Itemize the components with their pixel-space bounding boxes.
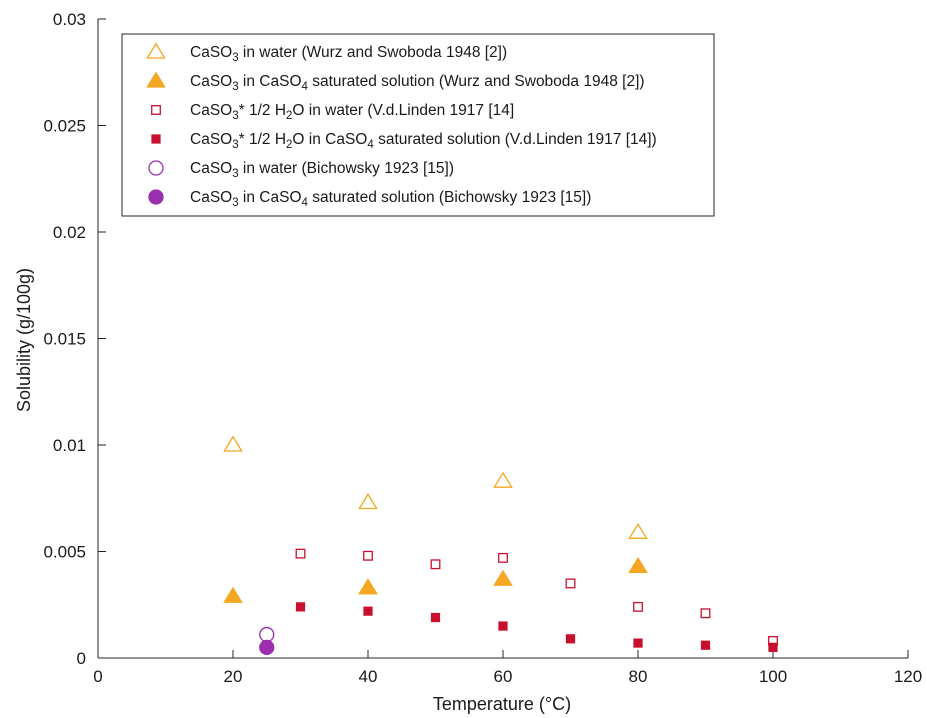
- legend: CaSO3 in water (Wurz and Swoboda 1948 [2…: [121, 33, 715, 217]
- data-point: [565, 578, 576, 589]
- y-tick-label: 0.005: [43, 543, 86, 562]
- legend-entry: CaSO3 in water (Wurz and Swoboda 1948 [2…: [146, 42, 507, 64]
- legend-entry: CaSO3* 1/2 H2O in water (V.d.Linden 1917…: [151, 102, 514, 122]
- legend-marker: [151, 105, 161, 115]
- series-6: [259, 639, 275, 655]
- y-tick-label: 0.015: [43, 330, 86, 349]
- data-point: [259, 639, 275, 655]
- axes: 0 20 40 60 80 100 120 0 0.005 0.01 0.015 0.02 0.025 0…: [43, 10, 922, 686]
- data-point: [358, 578, 378, 595]
- data-point: [363, 550, 373, 561]
- data-point: [498, 552, 508, 563]
- series-4: [295, 602, 778, 652]
- x-tick-label: 60: [494, 667, 513, 686]
- data-point: [493, 569, 513, 586]
- data-point: [498, 621, 508, 631]
- series-1: [223, 435, 648, 539]
- data-point: [633, 638, 643, 648]
- data-point: [430, 559, 441, 570]
- legend-label: CaSO3 in water (Bichowsky 1923 [15]): [190, 160, 454, 180]
- data-point: [223, 586, 243, 603]
- data-point: [565, 634, 576, 644]
- x-tick-label: 120: [894, 667, 922, 686]
- legend-box: [121, 33, 715, 217]
- legend-label: CaSO3 in water (Wurz and Swoboda 1948 [2…: [190, 44, 507, 64]
- legend-label: CaSO3* 1/2 H2O in water (V.d.Linden 1917…: [190, 102, 514, 122]
- legend-label: CaSO3 in CaSO4 saturated solution (Wurz …: [190, 73, 645, 93]
- data-point: [363, 606, 373, 616]
- data-point: [628, 556, 648, 574]
- legend-entry: CaSO3 in CaSO4 saturated solution (Wurz …: [146, 71, 645, 93]
- y-tick-label: 0.03: [53, 10, 86, 29]
- legend-marker: [146, 71, 166, 88]
- legend-marker: [151, 134, 161, 144]
- y-tick-label: 0.025: [43, 117, 86, 136]
- x-tick-label: 100: [759, 667, 787, 686]
- x-tick-label: 80: [629, 667, 648, 686]
- data-point: [259, 626, 275, 643]
- data-point: [358, 493, 378, 510]
- series-5: [259, 626, 275, 643]
- series-2: [223, 556, 648, 603]
- legend-marker: [148, 160, 164, 176]
- y-tick-label: 0: [77, 649, 86, 668]
- legend-marker: [146, 42, 166, 59]
- legend-entry: CaSO3 in water (Bichowsky 1923 [15]): [148, 160, 454, 180]
- data-point: [700, 640, 711, 650]
- data-point: [295, 602, 306, 612]
- x-axis-label: Temperature (°C): [433, 694, 571, 714]
- data-point: [295, 548, 306, 559]
- data-marks: [223, 435, 778, 655]
- y-tick-label: 0.01: [53, 436, 86, 455]
- legend-marker: [148, 189, 164, 205]
- legend-entry: CaSO3 in CaSO4 saturated solution (Bicho…: [148, 189, 591, 209]
- legend-label: CaSO3* 1/2 H2O in CaSO4 saturated soluti…: [190, 131, 657, 151]
- x-tick-label: 40: [359, 667, 378, 686]
- legend-entry: CaSO3* 1/2 H2O in CaSO4 saturated soluti…: [151, 131, 657, 151]
- x-tick-label: 0: [93, 667, 102, 686]
- data-point: [493, 471, 513, 488]
- legend-label: CaSO3 in CaSO4 saturated solution (Bicho…: [190, 189, 591, 209]
- y-axis-label: Solubility (g/100g): [14, 268, 34, 412]
- series-3: [295, 548, 778, 646]
- data-point: [700, 608, 711, 619]
- data-point: [430, 612, 441, 623]
- y-tick-label: 0.02: [53, 223, 86, 242]
- x-tick-label: 20: [224, 667, 243, 686]
- data-point: [768, 642, 778, 652]
- data-point: [633, 601, 643, 612]
- data-point: [628, 522, 648, 539]
- data-point: [223, 435, 243, 452]
